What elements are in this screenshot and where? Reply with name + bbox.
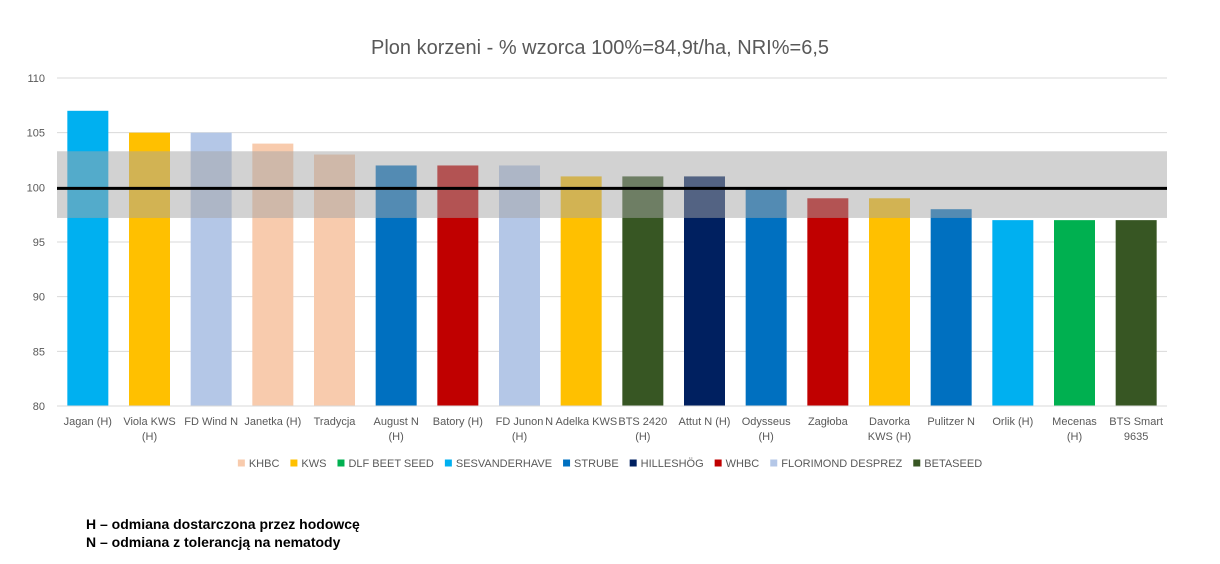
legend-label: STRUBE — [574, 458, 619, 470]
legend-swatch — [237, 459, 245, 467]
note-nematode: N – odmiana z tolerancją na nematody — [86, 534, 341, 550]
legend-item: HILLESHÖG — [629, 458, 704, 470]
category-labels: Jagan (H) Viola KWS (H) FD Wind N Janetka (H… — [64, 416, 1163, 443]
legend-item: SESVANDERHAVE — [444, 458, 552, 470]
category-label: FD Junon — [496, 416, 544, 428]
legend-swatch — [770, 459, 778, 467]
category-label: 9635 — [1124, 431, 1148, 443]
category-label: (H) — [142, 431, 157, 443]
chart-title: Plon korzeni - % wzorca 100%=84,9t/ha, N… — [371, 37, 829, 59]
category-label: Davorka — [869, 416, 911, 428]
nri-band — [57, 151, 1167, 218]
legend-item: KHBC — [237, 458, 280, 470]
legend-swatch — [913, 459, 921, 467]
legend-swatch — [337, 459, 345, 467]
chart: Plon korzeni - % wzorca 100%=84,9t/ha, N… — [27, 37, 1167, 470]
y-tick-label: 85 — [33, 346, 45, 358]
category-label: Batory (H) — [433, 416, 483, 428]
legend-label: BETASEED — [924, 458, 982, 470]
category-label: Zagłoba — [808, 416, 849, 428]
category-label: Odysseus — [742, 416, 791, 428]
category-label: (H) — [759, 431, 774, 443]
note-hybrid: H – odmiana dostarczona przez hodowcę — [86, 516, 360, 532]
legend-swatch — [714, 459, 722, 467]
category-label: Viola KWS — [123, 416, 175, 428]
legend-label: WHBC — [726, 458, 760, 470]
legend-item: DLF BEET SEED — [337, 458, 434, 470]
bar-16 — [992, 220, 1034, 406]
bar-13 — [807, 198, 849, 406]
category-label: (H) — [1067, 431, 1082, 443]
y-tick-label: 95 — [33, 237, 45, 249]
legend-item: BETASEED — [913, 458, 982, 470]
bar-14 — [869, 198, 910, 406]
legend-item: WHBC — [714, 458, 760, 470]
category-label: N Adelka KWS — [545, 416, 617, 428]
nri-band-rect — [57, 151, 1167, 218]
legend-label: SESVANDERHAVE — [456, 458, 552, 470]
legend-swatch — [290, 459, 298, 467]
category-label: BTS 2420 — [618, 416, 667, 428]
legend-swatch — [444, 459, 452, 467]
legend-swatch — [563, 459, 571, 467]
legend-item: FLORIMOND DESPREZ — [770, 458, 903, 470]
footnotes: H – odmiana dostarczona przez hodowcę N … — [86, 515, 360, 551]
category-label: Mecenas — [1052, 416, 1097, 428]
legend-label: KHBC — [249, 458, 280, 470]
category-label: (H) — [635, 431, 650, 443]
category-label: Attut N (H) — [679, 416, 731, 428]
legend-label: DLF BEET SEED — [348, 458, 433, 470]
bar-12 — [745, 187, 787, 406]
legend-item: KWS — [290, 458, 326, 470]
y-tick-label: 105 — [27, 128, 45, 140]
y-tick-label: 90 — [33, 292, 45, 304]
y-axis: 80 85 90 95 100 105 110 — [27, 73, 45, 413]
bar-18 — [1115, 220, 1157, 406]
legend-label: FLORIMOND DESPREZ — [781, 458, 902, 470]
legend-item: STRUBE — [563, 458, 619, 470]
legend: KHBC KWS DLF BEET SEED SESVANDERHAVE STRUBE H… — [237, 458, 982, 470]
category-label: Janetka (H) — [244, 416, 301, 428]
category-label: (H) — [512, 431, 527, 443]
category-label: (H) — [389, 431, 404, 443]
category-label: Orlik (H) — [992, 416, 1033, 428]
category-label: Tradycja — [314, 416, 357, 428]
legend-label: KWS — [301, 458, 326, 470]
legend-swatch — [629, 459, 637, 467]
y-tick-label: 100 — [27, 182, 45, 194]
bar-17 — [1054, 220, 1095, 406]
category-label: FD Wind N — [184, 416, 238, 428]
category-label: Pulitzer N — [927, 416, 975, 428]
category-label: KWS (H) — [868, 431, 911, 443]
legend-label: HILLESHÖG — [641, 458, 704, 470]
category-label: BTS Smart — [1109, 416, 1163, 428]
y-tick-label: 110 — [27, 73, 45, 85]
bar-15 — [930, 209, 972, 406]
category-label: Jagan (H) — [64, 416, 112, 428]
y-tick-label: 80 — [33, 401, 45, 413]
category-label: August N — [374, 416, 419, 428]
